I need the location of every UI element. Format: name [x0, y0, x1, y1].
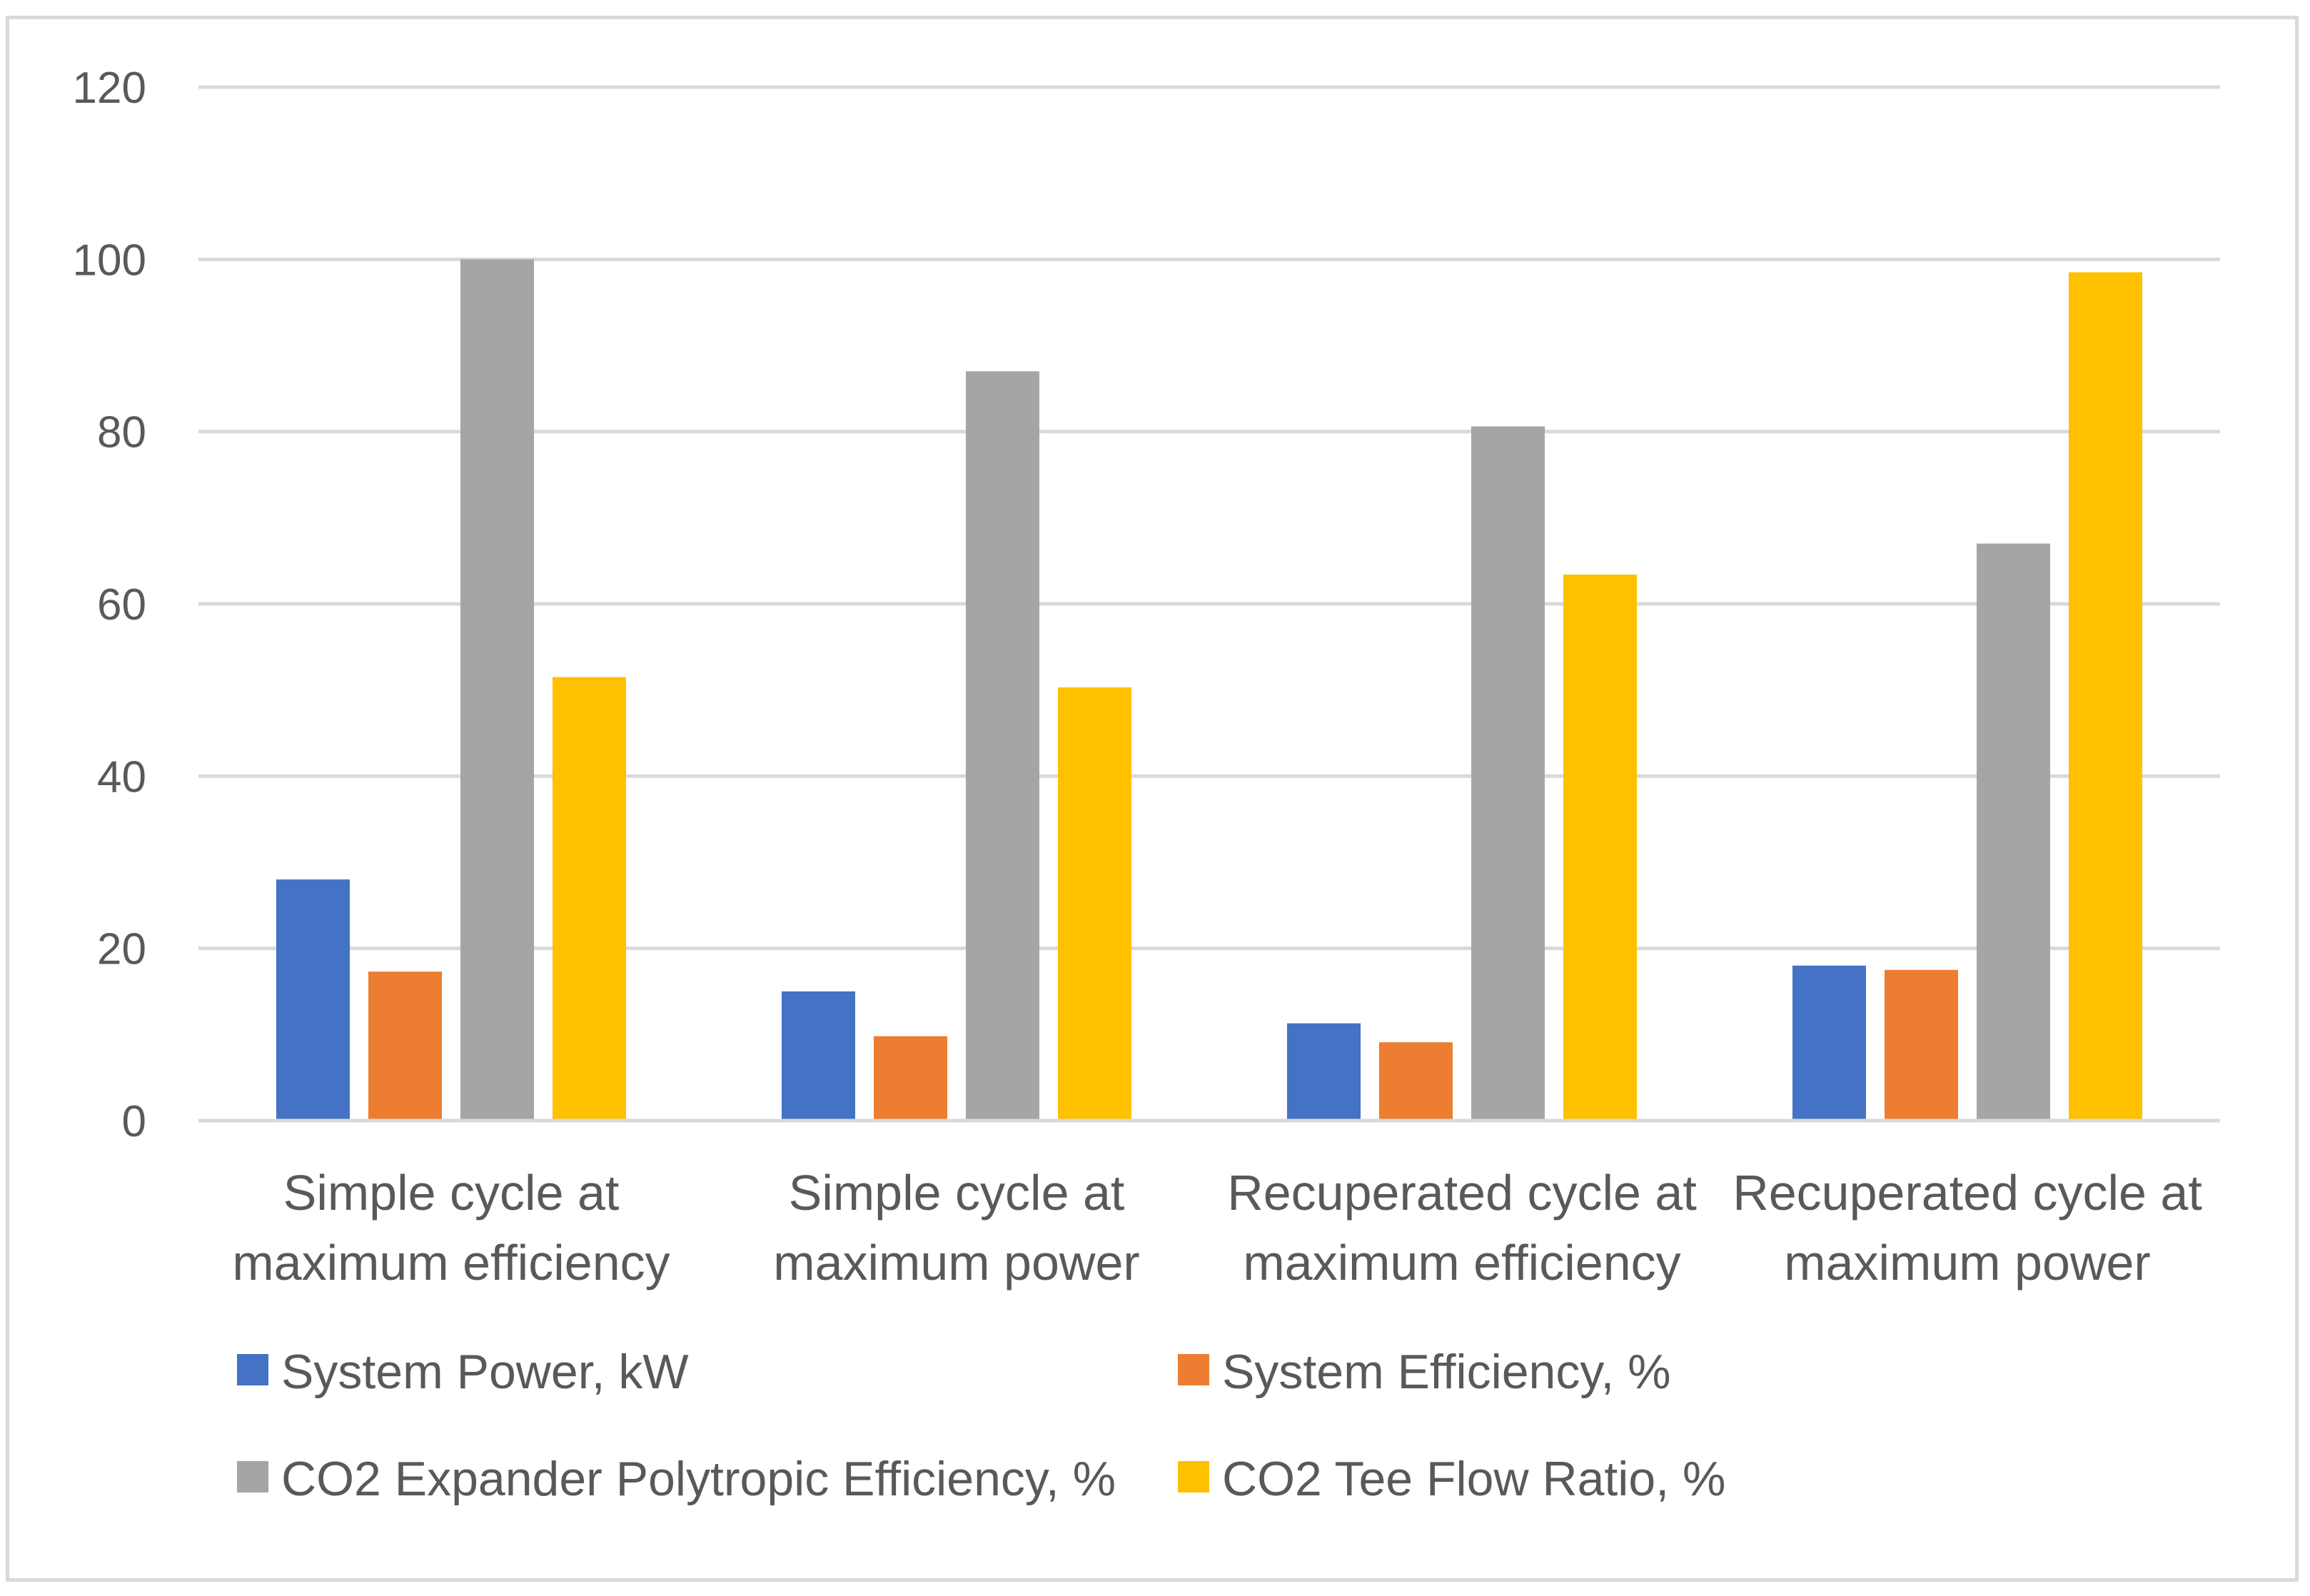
legend-swatch	[237, 1461, 268, 1493]
legend-label: System Power, kW	[281, 1345, 689, 1399]
bar	[276, 879, 350, 1121]
category-label: maximum efficiency	[232, 1235, 670, 1291]
y-tick-label: 20	[97, 925, 146, 974]
bar	[874, 1036, 947, 1121]
y-axis-ticks: 0 20 40 60 80 100 120	[73, 64, 146, 1146]
legend-label: CO2 Expander Polytropic Efficiency, %	[281, 1452, 1116, 1506]
category-label: Simple cycle at	[283, 1165, 620, 1221]
bar	[1287, 1023, 1361, 1121]
bars	[276, 259, 2142, 1121]
y-tick-label: 0	[122, 1097, 146, 1146]
category-label: Simple cycle at	[789, 1165, 1125, 1221]
legend-label: System Efficiency, %	[1222, 1345, 1671, 1399]
bar	[1058, 687, 1131, 1121]
y-tick-label: 100	[73, 236, 146, 285]
category-labels: Simple cycle at maximum efficiency Simple …	[232, 1165, 2201, 1291]
bar	[1885, 969, 1958, 1121]
legend-swatch	[237, 1354, 268, 1385]
category-label: maximum power	[773, 1235, 1139, 1291]
bar	[368, 971, 442, 1121]
bar	[1792, 965, 1866, 1121]
y-tick-label: 60	[97, 580, 146, 630]
bar	[966, 371, 1039, 1121]
legend-swatch	[1178, 1461, 1209, 1493]
y-tick-label: 80	[97, 408, 146, 458]
category-label: Recuperated cycle at	[1732, 1165, 2202, 1221]
bar	[1977, 543, 2050, 1121]
y-tick-label: 40	[97, 752, 146, 802]
category-label: maximum power	[1784, 1235, 2150, 1291]
bar	[1471, 426, 1545, 1121]
bar	[1379, 1042, 1453, 1121]
gridlines	[198, 85, 2220, 951]
y-tick-label: 120	[73, 64, 146, 113]
bar	[460, 259, 534, 1121]
category-label: Recuperated cycle at	[1227, 1165, 1697, 1221]
legend: System Power, kW System Efficiency, % CO2 …	[237, 1345, 1725, 1506]
legend-swatch	[1178, 1354, 1209, 1385]
category-label: maximum efficiency	[1243, 1235, 1680, 1291]
bar	[2069, 272, 2142, 1121]
legend-label: CO2 Tee Flow Ratio, %	[1222, 1452, 1725, 1506]
bar	[782, 991, 855, 1121]
chart-frame	[6, 16, 2299, 1582]
bar	[553, 677, 626, 1121]
bar	[1563, 574, 1637, 1121]
